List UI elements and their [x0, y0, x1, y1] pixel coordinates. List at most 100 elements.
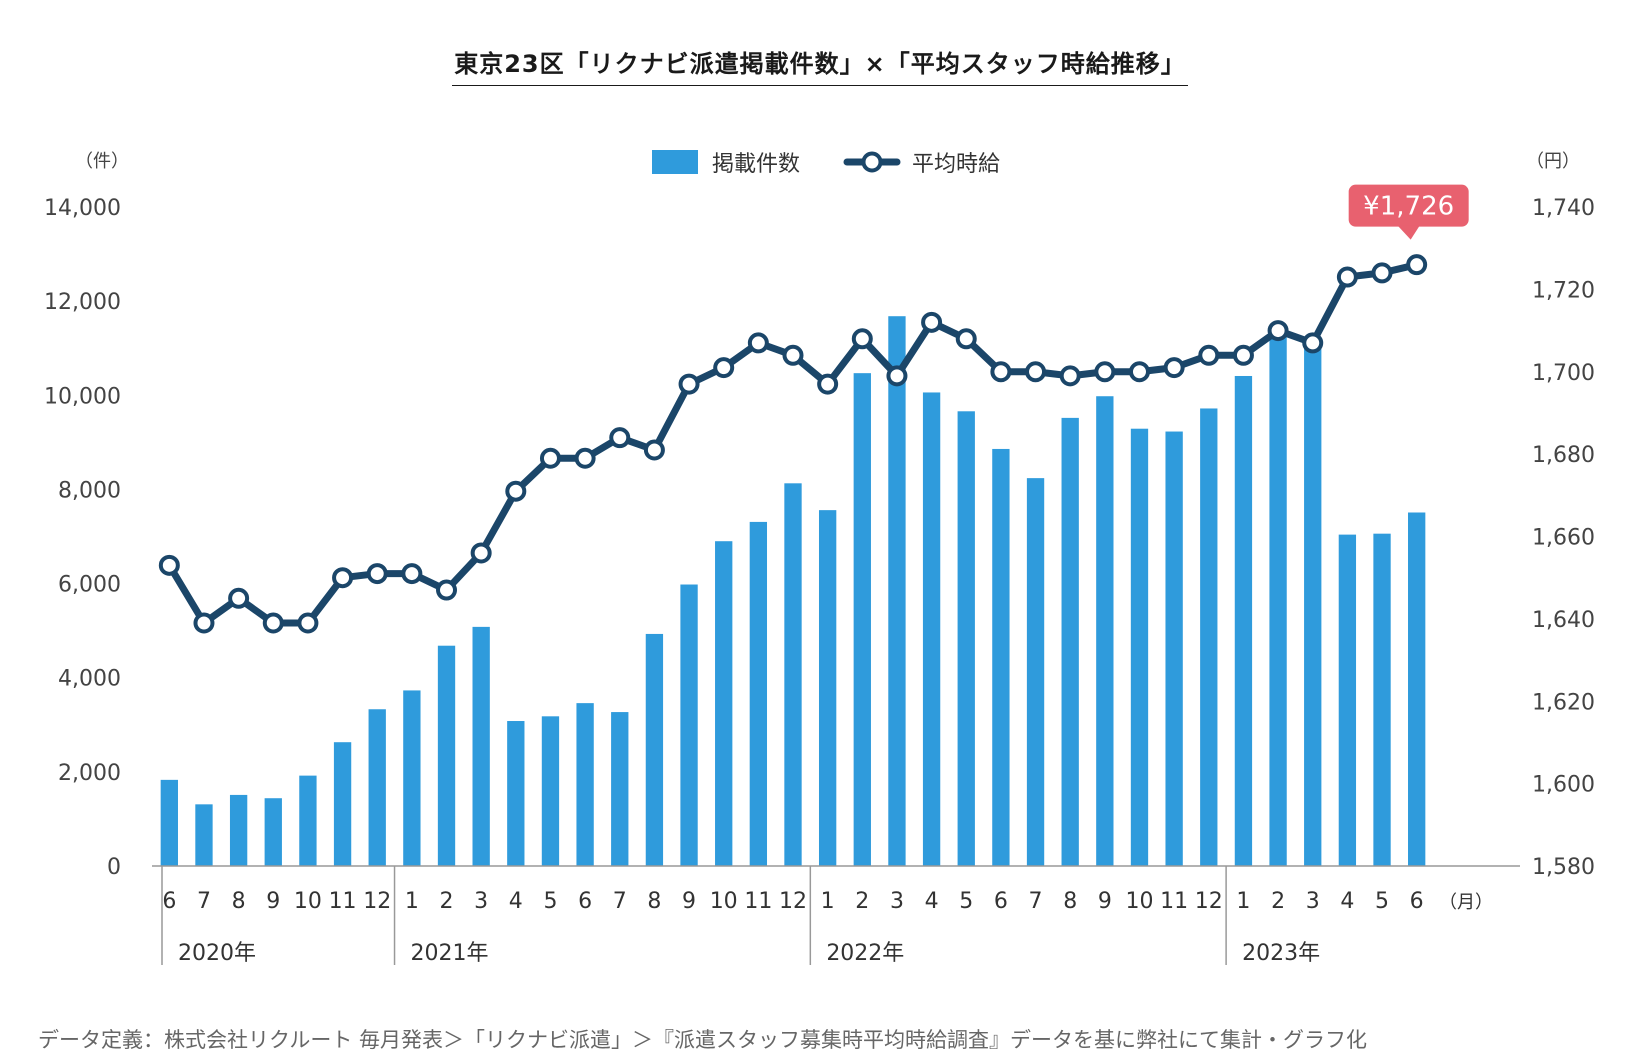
wage-point	[1302, 332, 1324, 354]
month-tick-label: 12	[779, 889, 807, 914]
month-tick-label: 1	[1236, 889, 1250, 914]
bar	[922, 392, 941, 866]
month-tick-label: 2	[1271, 889, 1285, 914]
bar	[1373, 533, 1391, 866]
wage-point	[366, 563, 388, 585]
year-label: 2022年	[826, 941, 904, 966]
month-tick-label: 6	[1410, 889, 1424, 914]
wage-point	[921, 311, 943, 333]
wage-point	[1128, 361, 1150, 383]
right-axis-tick: 1,580	[1532, 855, 1595, 880]
month-tick-label: 10	[294, 889, 322, 914]
wage-point	[851, 328, 873, 350]
wage-point	[1163, 357, 1185, 379]
wage-point	[539, 447, 561, 469]
bar	[195, 804, 213, 866]
wage-point	[228, 587, 250, 609]
month-tick-label: 2	[440, 889, 454, 914]
month-tick-label: 10	[1125, 889, 1153, 914]
month-tick-label: 3	[890, 889, 904, 914]
wage-point	[1406, 254, 1428, 276]
bar	[680, 584, 698, 866]
right-axis-tick: 1,600	[1532, 773, 1595, 798]
right-axis-tick: 1,660	[1532, 526, 1595, 551]
bar	[888, 316, 906, 867]
month-tick-label: 9	[682, 889, 696, 914]
bar	[1026, 478, 1045, 866]
bar	[818, 510, 837, 866]
left-axis-tick: 12,000	[44, 290, 121, 315]
wage-point	[470, 542, 492, 564]
bar	[1200, 408, 1218, 866]
right-axis-tick: 1,700	[1532, 361, 1595, 386]
month-tick-label: 11	[744, 889, 772, 914]
bar	[715, 541, 733, 866]
wage-point	[609, 427, 631, 449]
wage-point	[262, 612, 284, 634]
bar	[437, 645, 456, 866]
bar	[160, 779, 178, 866]
month-tick-label: 5	[543, 889, 557, 914]
right-axis-tick: 1,720	[1532, 278, 1595, 303]
month-tick-label: 2	[855, 889, 869, 914]
right-axis-tick: 1,640	[1532, 608, 1595, 633]
bar	[264, 798, 282, 866]
bar	[507, 721, 525, 866]
chart-title-text: 東京23区「リクナビ派遣掲載件数」×「平均スタッフ時給推移」	[452, 44, 1188, 86]
month-tick-label: 6	[994, 889, 1008, 914]
bar	[784, 483, 802, 866]
month-tick-label: 5	[1375, 889, 1389, 914]
bar	[541, 716, 560, 866]
left-axis-tick: 10,000	[44, 384, 121, 409]
month-tick-label: 4	[925, 889, 939, 914]
wage-point	[158, 554, 180, 576]
left-axis-tick: 14,000	[44, 196, 121, 221]
bar	[1269, 335, 1287, 866]
month-tick-label: 7	[197, 889, 211, 914]
wage-point	[1336, 266, 1358, 288]
bar	[229, 794, 248, 866]
month-tick-label: 8	[232, 889, 246, 914]
wage-point	[1094, 361, 1116, 383]
month-tick-label: 6	[578, 889, 592, 914]
month-tick-label: 9	[1098, 889, 1112, 914]
month-tick-label: 1	[821, 889, 835, 914]
wage-point	[574, 447, 596, 469]
legend-bar-label: 掲載件数	[712, 152, 800, 177]
month-tick-label: 7	[1029, 889, 1043, 914]
left-axis-tick: 6,000	[58, 573, 121, 598]
month-tick-label: 12	[1195, 889, 1223, 914]
right-axis-unit: （円）	[1526, 151, 1580, 172]
bar	[299, 775, 317, 866]
wage-point	[332, 567, 354, 589]
wage-point	[505, 480, 527, 502]
month-tick-label: 9	[266, 889, 280, 914]
wage-point	[1267, 320, 1289, 342]
legend-line-label: 平均時給	[912, 152, 1000, 177]
bar	[611, 712, 629, 866]
month-tick-label: 3	[474, 889, 488, 914]
wage-point	[643, 439, 665, 461]
bar	[403, 690, 421, 866]
right-axis-tick: 1,620	[1532, 690, 1595, 715]
bar	[853, 373, 871, 866]
month-tick-label: 3	[1306, 889, 1320, 914]
wage-point	[436, 579, 458, 601]
bar	[1096, 396, 1114, 866]
bar	[1165, 431, 1183, 866]
left-axis-tick: 4,000	[58, 667, 121, 692]
callout-pointer	[1397, 225, 1420, 240]
wage-point	[1025, 361, 1047, 383]
left-axis-tick: 0	[107, 855, 121, 880]
wage-point	[817, 373, 839, 395]
bar	[645, 633, 664, 866]
year-label: 2023年	[1242, 941, 1320, 966]
wage-point	[1059, 365, 1081, 387]
wage-point	[678, 373, 700, 395]
bar	[749, 521, 768, 866]
wage-point	[297, 612, 319, 634]
year-label: 2020年	[178, 941, 256, 966]
legend-bar-swatch	[652, 150, 698, 174]
bar	[957, 411, 975, 866]
